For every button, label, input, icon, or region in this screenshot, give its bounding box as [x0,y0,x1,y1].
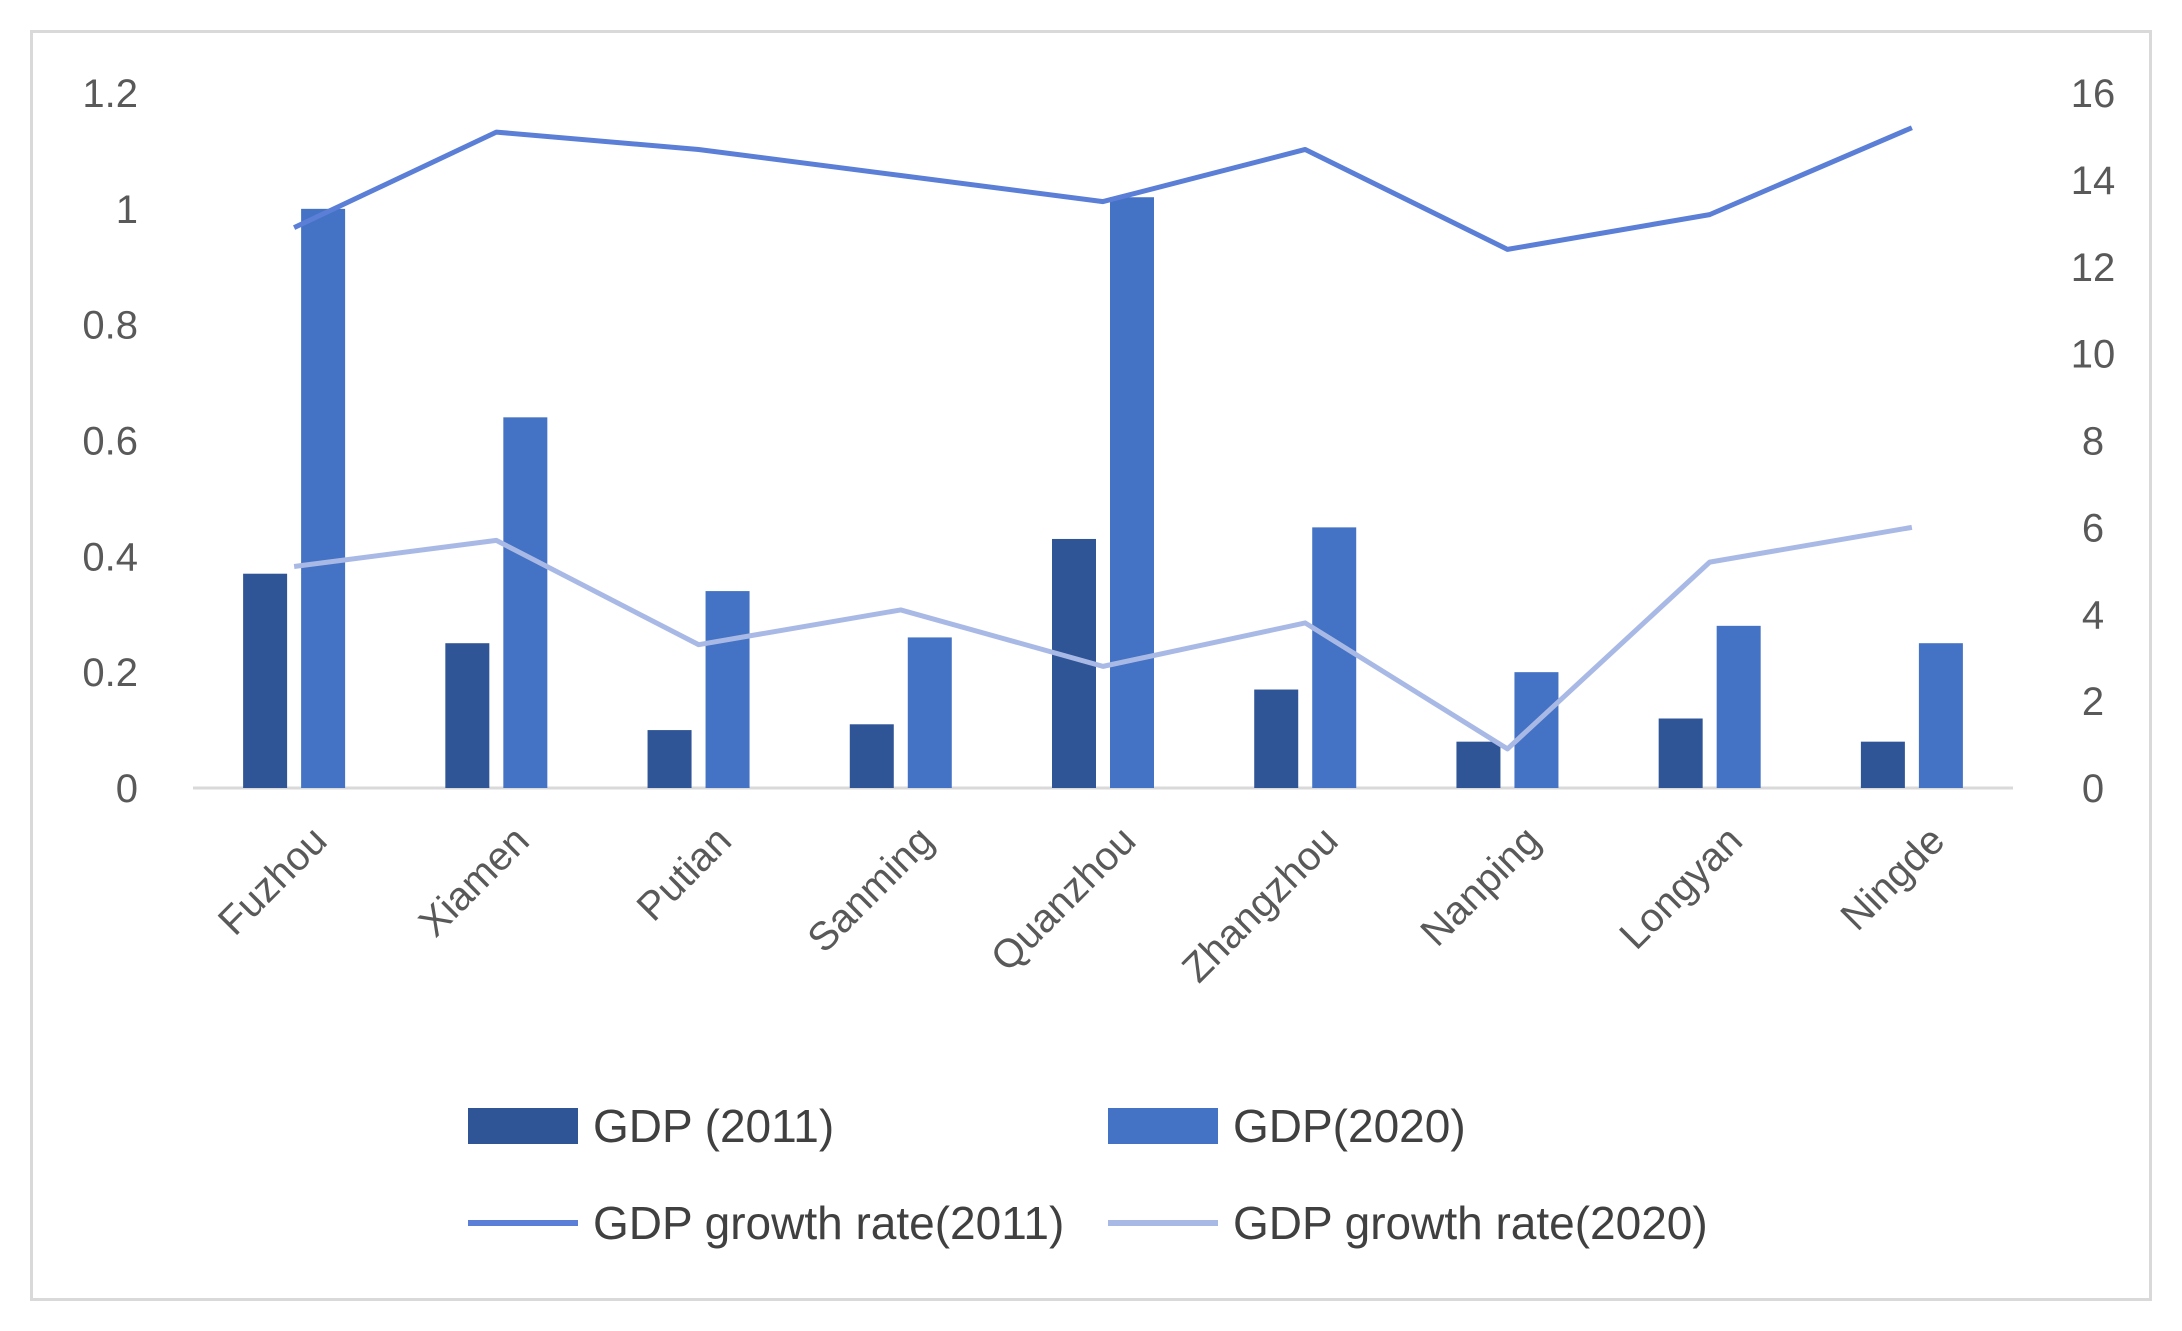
legend-swatch [1108,1108,1218,1144]
bar-gdp-2011 [1456,741,1501,788]
bar-gdp-2011 [849,724,894,788]
y-left-tick-label: 0.4 [82,535,138,579]
y-right-tick-label: 16 [2071,72,2116,116]
combo-chart: 0 0.2 0.4 0.6 0.8 1 1.2 0 2 4 6 8 10 12 14 16 Fuzhou Xia… [82,72,2115,1249]
y-left-tick-label: 0.2 [82,651,138,695]
chart-frame: 0 0.2 0.4 0.6 0.8 1 1.2 0 2 4 6 8 10 12 14 16 Fuzhou Xia… [30,30,2152,1301]
bar-gdp-2011 [1860,741,1905,788]
y-left-tick-label: 0.8 [82,304,138,348]
y-right-tick-label: 0 [2082,767,2104,811]
x-category-label: Longyan [1611,818,1751,958]
bar-gdp-2011 [445,643,490,788]
y-right-tick-label: 6 [2082,506,2104,550]
bar-gdp-2011 [1658,718,1703,788]
axes-layer: 0 0.2 0.4 0.6 0.8 1 1.2 0 2 4 6 8 10 12 14 16 [82,72,2115,811]
bar-gdp-2020 [1716,625,1761,788]
legend-swatch [468,1108,578,1144]
legend-label: GDP growth rate(2020) [1233,1197,1708,1249]
x-labels-layer: Fuzhou Xiamen Putian Sanming Quanzhou Zhangzh… [210,818,1953,991]
y-right-tick-label: 4 [2082,593,2104,637]
bar-gdp-2011 [243,573,288,788]
bar-gdp-2020 [1110,197,1154,788]
y-right-tick-label: 2 [2082,680,2104,724]
y-left-tick-label: 1 [116,188,138,232]
x-category-label: Nanping [1412,818,1548,954]
bar-gdp-2020 [1514,672,1559,788]
bar-gdp-2020 [503,417,548,788]
line-growth-2020 [293,524,1913,752]
bars-layer [243,197,1963,789]
y-left-tick-label: 1.2 [82,72,138,116]
y-right-tick-label: 10 [2071,333,2116,377]
legend: GDP (2011) GDP(2020) GDP growth rate(2011)… [468,1100,1708,1249]
x-category-label: Ningde [1833,818,1954,939]
bar-gdp-2020 [301,208,346,789]
bar-gdp-2020 [1312,527,1357,788]
legend-label: GDP(2020) [1233,1100,1466,1152]
lines-layer [293,125,1913,752]
bar-gdp-2020 [1918,643,1963,788]
y-right-tick-label: 12 [2071,246,2116,290]
legend-label: GDP growth rate(2011) [593,1197,1064,1249]
x-category-label: Putian [629,818,740,929]
bar-gdp-2020 [907,637,952,788]
y-left-tick-label: 0 [116,767,138,811]
x-category-label: Zhangzhou [1174,818,1347,991]
x-category-label: Xiamen [411,818,538,945]
line-growth-2011 [293,125,1913,252]
y-right-tick-label: 14 [2071,159,2116,203]
x-category-label: Fuzhou [210,818,335,943]
bar-gdp-2011 [647,730,692,788]
legend-label: GDP (2011) [593,1100,834,1152]
x-category-label: Sanming [799,818,942,961]
x-category-label: Quanzhou [983,818,1145,980]
bar-gdp-2011 [1254,689,1299,788]
y-left-tick-label: 0.6 [82,420,138,464]
y-right-tick-label: 8 [2082,420,2104,464]
bar-gdp-2020 [705,591,750,788]
